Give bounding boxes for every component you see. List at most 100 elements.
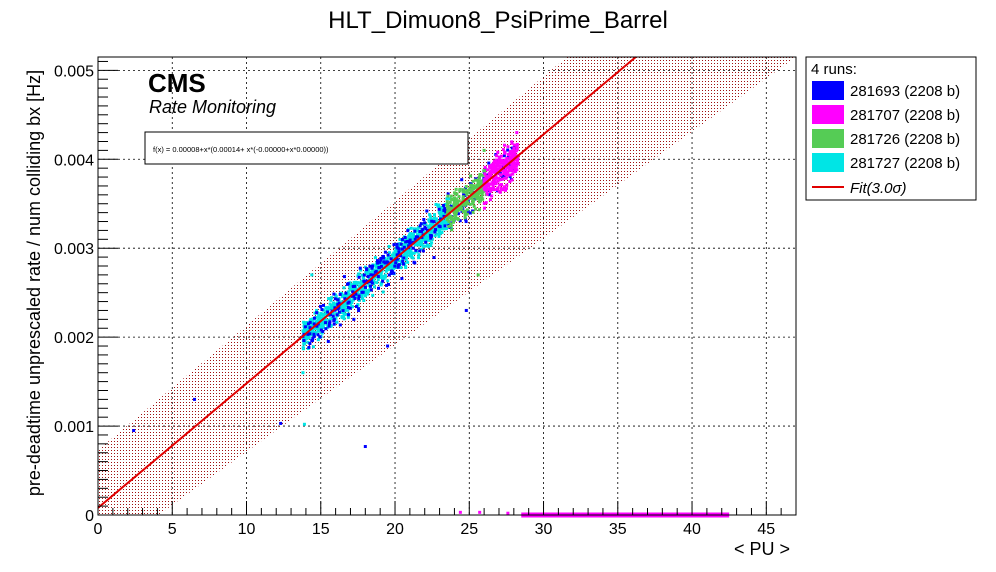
legend-swatch-281707 xyxy=(812,105,844,124)
data-point xyxy=(397,250,401,254)
data-point xyxy=(505,183,509,187)
data-point xyxy=(495,187,499,191)
legend-label-281727: 281727 (2208 b) xyxy=(850,155,960,172)
data-point xyxy=(482,148,486,152)
data-point xyxy=(510,158,514,162)
data-point xyxy=(440,225,444,229)
data-point xyxy=(418,224,422,228)
data-point xyxy=(369,288,373,292)
data-point xyxy=(456,217,460,221)
data-point xyxy=(338,323,342,327)
data-point xyxy=(483,187,487,191)
data-point xyxy=(491,180,495,184)
data-point xyxy=(484,178,488,182)
data-point xyxy=(472,194,476,198)
data-point xyxy=(378,266,382,270)
data-point xyxy=(381,279,385,283)
data-point xyxy=(488,166,492,170)
data-point xyxy=(515,142,519,146)
data-point xyxy=(401,262,405,266)
data-point xyxy=(399,266,403,270)
data-point xyxy=(457,199,461,203)
data-point xyxy=(439,220,443,224)
data-point xyxy=(398,237,402,241)
data-point xyxy=(461,190,465,194)
data-point xyxy=(326,310,330,314)
data-point xyxy=(422,238,426,242)
data-point xyxy=(376,261,380,265)
data-point xyxy=(363,265,367,269)
data-point xyxy=(505,166,509,170)
data-point xyxy=(488,189,492,193)
data-point xyxy=(466,209,470,213)
data-point xyxy=(352,294,356,298)
data-point xyxy=(302,422,306,426)
data-point xyxy=(515,131,519,135)
data-point xyxy=(419,229,423,233)
data-point xyxy=(392,271,396,275)
data-point xyxy=(375,259,379,263)
data-point xyxy=(425,238,429,242)
data-point xyxy=(387,251,391,255)
data-point xyxy=(437,228,441,232)
data-point xyxy=(451,198,455,202)
data-point xyxy=(351,290,355,294)
data-point xyxy=(415,236,419,240)
legend-label-281693: 281693 (2208 b) xyxy=(850,83,960,100)
data-point xyxy=(437,203,441,207)
data-point xyxy=(468,211,472,215)
data-point xyxy=(400,247,404,251)
data-point xyxy=(487,172,491,176)
data-point xyxy=(433,234,437,238)
data-point xyxy=(408,238,412,242)
data-point xyxy=(493,188,497,192)
data-point xyxy=(472,184,476,188)
data-point xyxy=(471,202,475,206)
plot-frame xyxy=(97,56,797,516)
data-point xyxy=(422,217,426,221)
data-point xyxy=(445,218,449,222)
data-point xyxy=(511,160,515,164)
data-point xyxy=(497,164,501,168)
data-point xyxy=(465,212,469,216)
data-point xyxy=(381,276,385,280)
data-point xyxy=(504,176,508,180)
data-point xyxy=(386,253,390,257)
data-point xyxy=(359,268,363,272)
legend: 4 runs: 281693 (2208 b) 281707 (2208 b) … xyxy=(805,56,977,201)
data-point xyxy=(348,306,352,310)
data-point xyxy=(307,336,311,340)
data-point xyxy=(459,204,463,208)
data-point xyxy=(409,226,413,230)
data-point xyxy=(386,282,390,286)
y-tick-label: 0.001 xyxy=(54,419,94,436)
data-point xyxy=(396,263,400,267)
data-point xyxy=(463,203,467,207)
data-point xyxy=(346,305,350,309)
data-point xyxy=(450,207,454,211)
data-point xyxy=(346,293,350,297)
data-point xyxy=(384,269,388,273)
data-point xyxy=(319,323,323,327)
data-point xyxy=(464,185,468,189)
data-point xyxy=(426,235,430,239)
data-point xyxy=(396,253,400,257)
data-point xyxy=(359,293,363,297)
data-point xyxy=(344,300,348,304)
data-point xyxy=(407,244,411,248)
data-point xyxy=(429,217,433,221)
data-point xyxy=(334,295,338,299)
data-point xyxy=(476,188,480,192)
data-point xyxy=(363,294,367,298)
x-tick-label: 15 xyxy=(312,521,330,538)
y-tick-label: 0.003 xyxy=(54,241,94,258)
data-point xyxy=(421,222,425,226)
data-point xyxy=(389,271,393,275)
data-point xyxy=(478,173,482,177)
legend-label-fit: Fit(3.0σ) xyxy=(850,180,907,197)
data-point xyxy=(193,397,197,401)
data-point xyxy=(381,290,385,294)
data-point xyxy=(386,260,390,264)
data-point xyxy=(498,155,502,159)
data-point xyxy=(510,178,514,182)
